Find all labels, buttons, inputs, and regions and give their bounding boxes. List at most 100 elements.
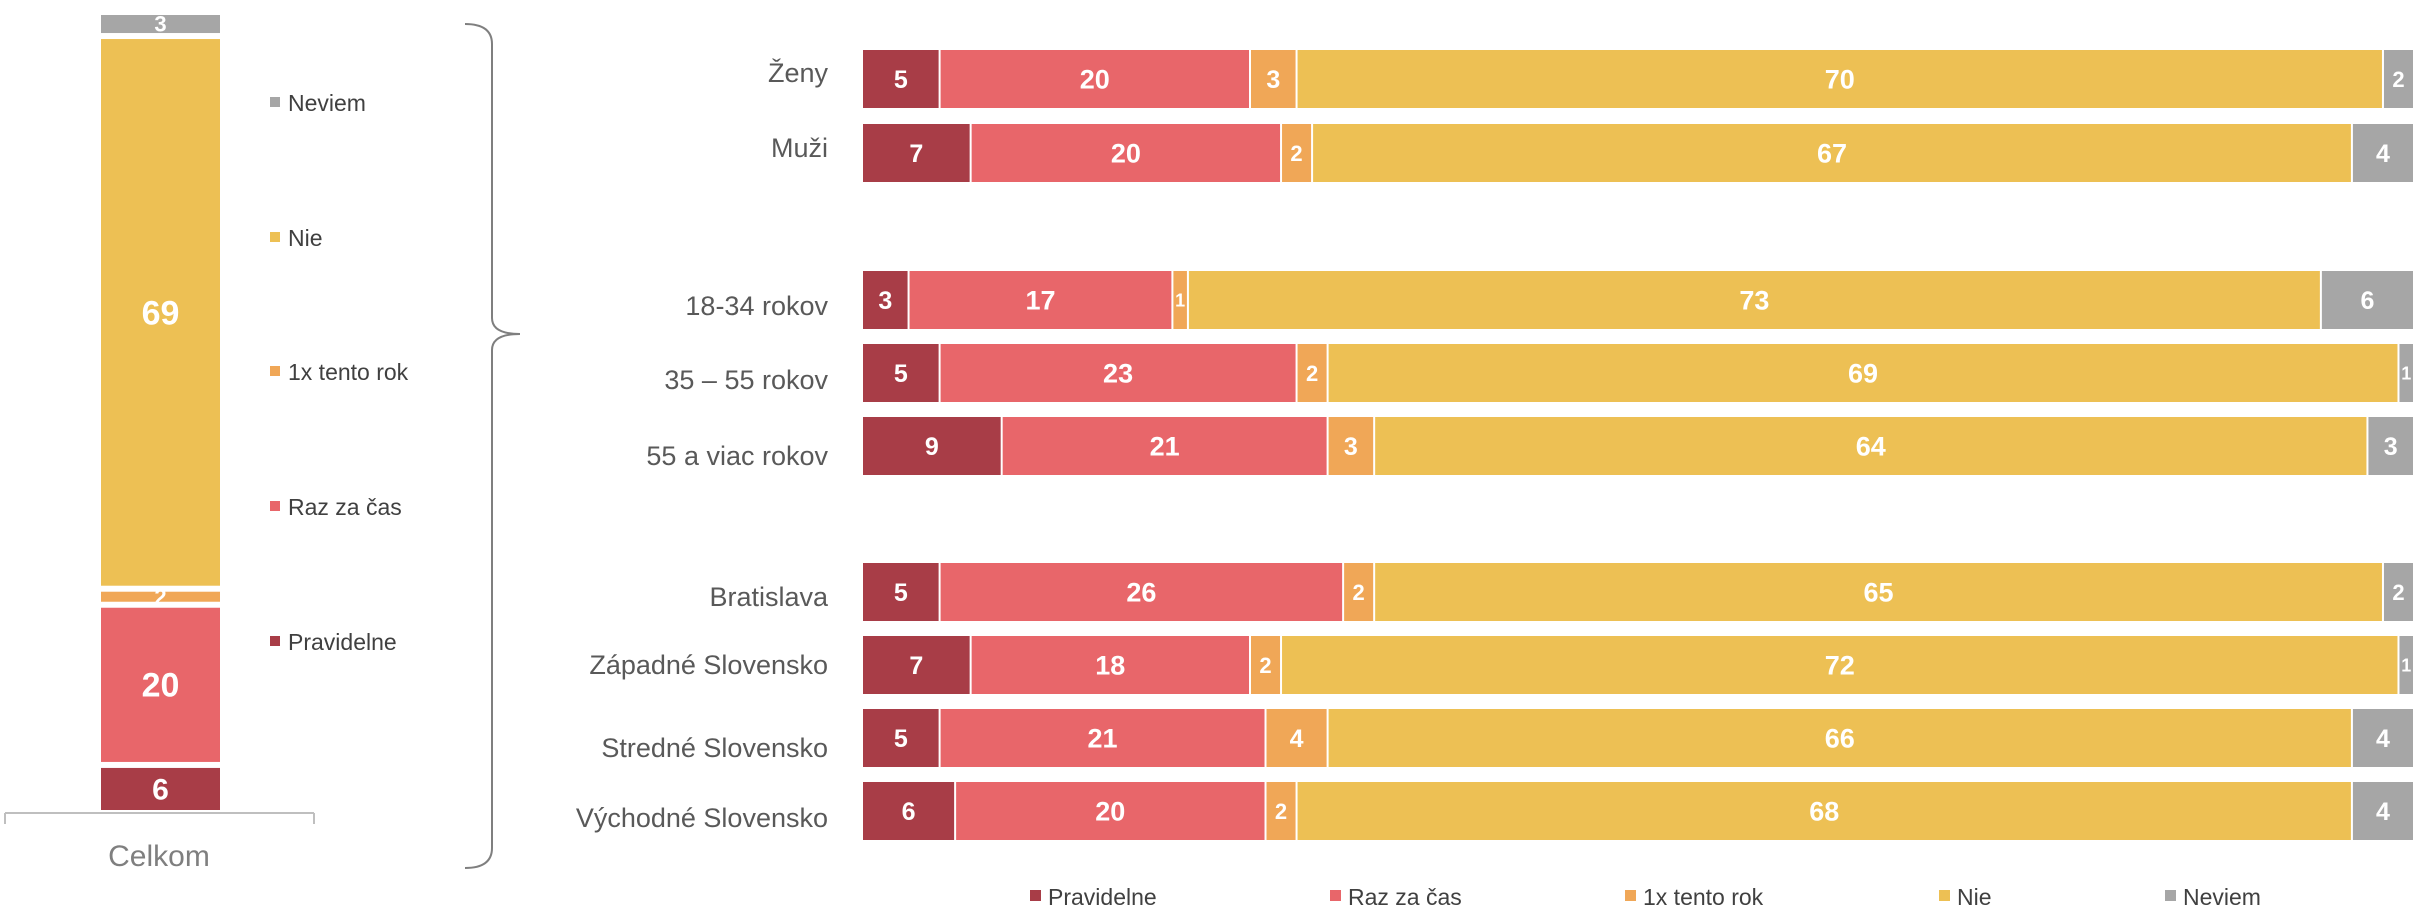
bar-segment-35-55-rokov-1x-tento-rok (1297, 344, 1327, 402)
bar-data-label-bratislava-pravidelne: 5 (894, 579, 908, 607)
bar-segment-35-55-rokov-neviem (2399, 344, 2413, 402)
bar-segment-zapadne-slovensko-pravidelne (863, 636, 970, 694)
category-label-muzi: Muži (771, 133, 828, 163)
bar-segment-bratislava-raz-za-cas (940, 563, 1343, 621)
bar-data-label-35-55-rokov-nie: 69 (1848, 359, 1878, 389)
total-bar-segment-nie (101, 39, 220, 586)
total-bar-data-label-raz-za-cas: 20 (142, 667, 180, 705)
bar-data-label-18-34-rokov-1x-tento-rok: 1 (1175, 290, 1185, 310)
bar-segment-vychodne-slovensko-nie (1297, 782, 2351, 840)
total-stacked-bar: 6 20 2 69 3 Celkom (4, 12, 315, 873)
bar-segment-55-a-viac-rokov-pravidelne (863, 417, 1001, 475)
total-bar-segment-neviem (101, 15, 220, 34)
bar-segment-muzi-1x-tento-rok (1282, 124, 1312, 182)
bar-data-label-bratislava-1x-tento-rok: 2 (1353, 580, 1365, 605)
bar-data-label-35-55-rokov-pravidelne: 5 (894, 360, 908, 388)
legend-swatch-pravidelne (270, 636, 280, 646)
bar-segment-zeny-1x-tento-rok (1251, 50, 1296, 108)
legend-label-nie: Nie (288, 225, 323, 251)
bar-segment-55-a-viac-rokov-1x-tento-rok (1328, 417, 1374, 475)
bar-data-label-zeny-nie: 70 (1825, 65, 1855, 95)
bottom-legend-label-raz-za-cas: Raz za čas (1348, 884, 1462, 909)
bar-segment-bratislava-pravidelne (863, 563, 939, 621)
bottom-legend-swatch-nie (1939, 890, 1950, 901)
bar-segment-zeny-pravidelne (863, 50, 939, 108)
bar-segment-18-34-rokov-1x-tento-rok (1173, 271, 1187, 329)
bar-data-label-55-a-viac-rokov-raz-za-cas: 21 (1150, 432, 1180, 462)
bar-data-label-18-34-rokov-raz-za-cas: 17 (1025, 286, 1055, 316)
category-label-18-34-rokov: 18-34 rokov (685, 291, 828, 321)
legend-label-neviem: Neviem (288, 90, 366, 116)
bottom-legend-swatch-raz-za-cas (1330, 890, 1341, 901)
bar-data-label-55-a-viac-rokov-pravidelne: 9 (925, 433, 939, 461)
bar-segment-bratislava-1x-tento-rok (1344, 563, 1374, 621)
bar-data-label-muzi-pravidelne: 7 (909, 140, 923, 168)
category-label-zapadne-slovensko: Západné Slovensko (589, 650, 828, 680)
bottom-legend-swatch-neviem (2165, 890, 2176, 901)
bar-data-label-18-34-rokov-nie: 73 (1739, 286, 1769, 316)
bar-data-label-zapadne-slovensko-neviem: 1 (2401, 655, 2411, 675)
total-bar-data-label-1x-tento-rok: 2 (154, 584, 166, 609)
bar-data-label-55-a-viac-rokov-neviem: 3 (2384, 433, 2398, 461)
total-bar-segment-raz-za-cas (101, 607, 220, 762)
category-label-zeny: Ženy (768, 57, 829, 88)
category-label-55-a-viac-rokov: 55 a viac rokov (646, 441, 828, 471)
bar-segment-muzi-pravidelne (863, 124, 970, 182)
bar-segment-zeny-raz-za-cas (940, 50, 1249, 108)
bar-data-label-stredne-slovensko-neviem: 4 (2376, 725, 2390, 753)
bar-data-label-zeny-raz-za-cas: 20 (1080, 65, 1110, 95)
bar-data-label-35-55-rokov-neviem: 1 (2401, 363, 2411, 383)
bar-segment-18-34-rokov-raz-za-cas (909, 271, 1172, 329)
bar-data-label-stredne-slovensko-pravidelne: 5 (894, 725, 908, 753)
total-bar-segment-pravidelne (101, 767, 220, 810)
bottom-legend-label-1x-tento-rok: 1x tento rok (1643, 884, 1764, 909)
bar-segment-55-a-viac-rokov-nie (1375, 417, 2367, 475)
bar-segment-vychodne-slovensko-1x-tento-rok (1266, 782, 1296, 840)
bar-segment-35-55-rokov-pravidelne (863, 344, 939, 402)
legend-swatch-nie (270, 232, 280, 242)
bar-data-label-zeny-1x-tento-rok: 3 (1266, 66, 1280, 94)
category-label-bratislava: Bratislava (709, 582, 829, 612)
bar-segment-stredne-slovensko-neviem (2352, 709, 2413, 767)
bar-data-label-35-55-rokov-1x-tento-rok: 2 (1306, 361, 1318, 386)
total-bar-segment-1x-tento-rok (101, 591, 220, 602)
bar-data-label-vychodne-slovensko-pravidelne: 6 (902, 798, 916, 826)
bar-segment-vychodne-slovensko-neviem (2352, 782, 2413, 840)
bar-data-label-zapadne-slovensko-1x-tento-rok: 2 (1259, 653, 1271, 678)
bar-segment-zapadne-slovensko-nie (1282, 636, 2398, 694)
bar-segment-35-55-rokov-raz-za-cas (940, 344, 1296, 402)
bar-segment-18-34-rokov-pravidelne (863, 271, 908, 329)
bar-data-label-stredne-slovensko-1x-tento-rok: 4 (1290, 725, 1304, 753)
bar-data-label-muzi-nie: 67 (1817, 139, 1847, 169)
bar-data-label-vychodne-slovensko-raz-za-cas: 20 (1095, 797, 1125, 827)
bar-segment-18-34-rokov-neviem (2321, 271, 2413, 329)
total-legend: Neviem Nie 1x tento rok Raz za čas Pravideln… (270, 90, 409, 655)
bar-data-label-35-55-rokov-raz-za-cas: 23 (1103, 359, 1133, 389)
bar-segment-18-34-rokov-nie (1188, 271, 2320, 329)
bottom-legend-swatch-pravidelne (1030, 890, 1041, 901)
bar-data-label-muzi-raz-za-cas: 20 (1111, 139, 1141, 169)
bar-segment-stredne-slovensko-pravidelne (863, 709, 939, 767)
bar-data-label-bratislava-raz-za-cas: 26 (1126, 578, 1156, 608)
bar-segment-zapadne-slovensko-neviem (2399, 636, 2413, 694)
legend-label-raz-za-cas: Raz za čas (288, 494, 402, 520)
bar-data-label-muzi-neviem: 4 (2376, 140, 2390, 168)
bar-data-label-zapadne-slovensko-pravidelne: 7 (909, 652, 923, 680)
bottom-legend-label-pravidelne: Pravidelne (1048, 884, 1157, 909)
total-bar-data-label-pravidelne: 6 (152, 773, 169, 806)
category-label-vychodne-slovensko: Východné Slovensko (576, 803, 828, 833)
bar-data-label-zapadne-slovensko-nie: 72 (1825, 651, 1855, 681)
bar-segment-stredne-slovensko-1x-tento-rok (1266, 709, 1327, 767)
bar-data-label-muzi-1x-tento-rok: 2 (1290, 141, 1302, 166)
bar-segment-zeny-nie (1297, 50, 2382, 108)
bar-data-label-zeny-neviem: 2 (2392, 67, 2404, 92)
category-label-stredne-slovensko: Stredné Slovensko (601, 733, 828, 763)
bar-segment-bratislava-nie (1375, 563, 2382, 621)
bar-data-label-18-34-rokov-neviem: 6 (2360, 287, 2374, 315)
legend-swatch-neviem (270, 97, 280, 107)
bar-segment-35-55-rokov-nie (1328, 344, 2398, 402)
bar-data-label-18-34-rokov-pravidelne: 3 (878, 287, 892, 315)
bar-data-label-55-a-viac-rokov-1x-tento-rok: 3 (1344, 433, 1358, 461)
